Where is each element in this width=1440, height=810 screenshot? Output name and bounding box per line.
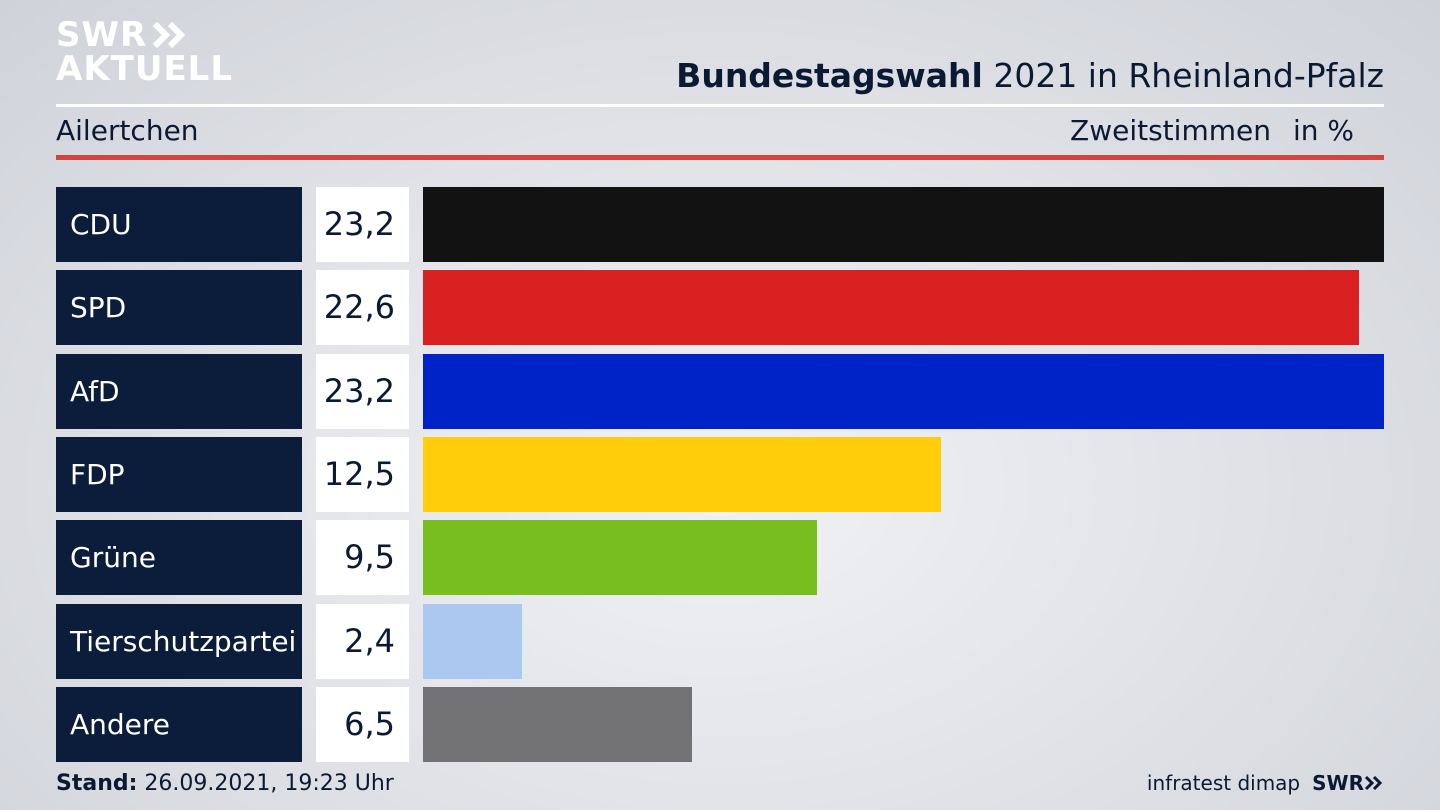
bar: [423, 270, 1359, 346]
measure-text: Zweitstimmen: [1070, 114, 1271, 147]
value-label: 12,5: [316, 436, 409, 512]
source-logo: SWR: [1312, 771, 1384, 795]
party-label: FDP: [56, 436, 302, 512]
chart-row: SPD 22,6: [0, 270, 1440, 346]
value-label: 22,6: [316, 270, 409, 346]
source-text: infratest dimap: [1146, 771, 1301, 795]
chart-row: FDP 12,5: [0, 436, 1440, 512]
logo-text-swr: SWR: [56, 15, 148, 55]
chart-row: CDU 23,2: [0, 187, 1440, 262]
value-label: 6,5: [316, 686, 409, 762]
value-label: 23,2: [316, 353, 409, 429]
timestamp: Stand: 26.09.2021, 19:23 Uhr: [56, 771, 394, 796]
stand-label: Stand:: [56, 771, 138, 796]
chart-row: Tierschutzpartei 2,4: [0, 603, 1440, 679]
party-label: Tierschutzpartei: [56, 603, 302, 679]
double-chevron-icon: [1364, 775, 1383, 791]
unit-text: in %: [1292, 114, 1354, 147]
party-label: CDU: [56, 187, 302, 262]
bar: [423, 353, 1384, 429]
page-title: Bundestagswahl 2021 in Rheinland-Pfalz: [676, 56, 1384, 95]
value-label: 23,2: [316, 187, 409, 262]
title-bold: Bundestagswahl: [676, 56, 983, 95]
bar: [423, 686, 692, 762]
value-label: 2,4: [316, 603, 409, 679]
measure-label: Zweitstimmen in %: [1070, 114, 1354, 147]
bar: [423, 436, 941, 512]
chart-row: Andere 6,5: [0, 686, 1440, 762]
accent-divider: [56, 155, 1384, 160]
logo-line-1: SWR: [56, 18, 233, 52]
swr-aktuell-logo: SWR AKTUELL: [56, 18, 233, 86]
bar: [423, 520, 817, 596]
double-chevron-icon: [153, 21, 186, 49]
logo-line-2: AKTUELL: [56, 49, 234, 89]
party-label: Andere: [56, 686, 302, 762]
header-divider: [56, 104, 1384, 107]
party-label: SPD: [56, 270, 302, 346]
chart-row: Grüne 9,5: [0, 520, 1440, 596]
bar: [423, 187, 1384, 262]
bar: [423, 603, 522, 679]
title-rest: 2021 in Rheinland-Pfalz: [993, 56, 1384, 95]
stand-value: 26.09.2021, 19:23 Uhr: [144, 771, 394, 796]
value-label: 9,5: [316, 520, 409, 596]
party-label: AfD: [56, 353, 302, 429]
source-credit: infratest dimap SWR: [1147, 771, 1384, 795]
party-label: Grüne: [56, 520, 302, 596]
chart-row: AfD 23,2: [0, 353, 1440, 429]
source-logo-text: SWR: [1312, 771, 1364, 795]
region-label: Ailertchen: [56, 114, 199, 147]
